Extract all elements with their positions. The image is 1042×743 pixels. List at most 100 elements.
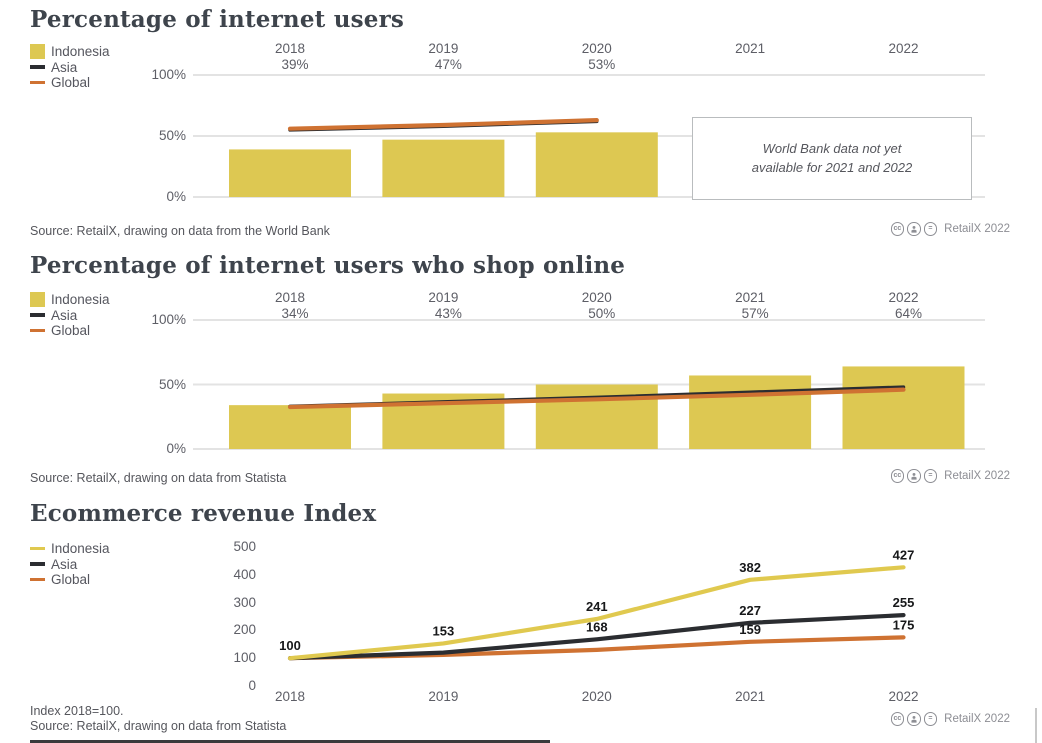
legend-label: Indonesia [51, 292, 110, 307]
category-label-2022: 2022 [888, 290, 919, 305]
legend-label: Indonesia [51, 541, 110, 556]
line-global [287, 387, 906, 410]
cc-icon: cc [890, 469, 905, 483]
legend-swatch-indonesia [30, 546, 45, 551]
legend-item-indonesia: Indonesia [30, 44, 110, 59]
legend-label: Asia [51, 59, 78, 75]
y-tick-200: 200 [233, 622, 256, 638]
category-label-2019: 2019 [428, 41, 459, 56]
data-label-global-2021: 159 [739, 622, 761, 637]
category-value-2020: 53% [588, 57, 616, 72]
legend-item-indonesia: Indonesia [30, 541, 110, 556]
cc-icon: cc [890, 712, 905, 726]
category-value-2018: 39% [281, 57, 309, 72]
legend-swatch-global [30, 80, 45, 85]
category-label-2021: 2021 [735, 41, 766, 56]
license-row-1: cc = RetailX 2022 [890, 222, 1010, 236]
legend-item-asia: Asia [30, 557, 77, 572]
category-label-2022: 2022 [888, 41, 919, 56]
license-row-2: cc = RetailX 2022 [890, 469, 1010, 483]
y-tick-400: 400 [233, 566, 256, 582]
y-tick-100%: 100% [151, 312, 186, 327]
chart-canvas-1 [193, 319, 985, 450]
license-label: RetailX 2022 [944, 222, 1010, 235]
legend-swatch-indonesia [30, 44, 45, 59]
chart-canvas-2: 100 153 241 382 427 168 227 255 159 175 [279, 547, 915, 661]
y-tick-50%: 50% [158, 128, 186, 143]
legend-label: Global [51, 572, 91, 587]
category-label-2018: 2018 [274, 41, 306, 56]
note-box: World Bank data not yet available for 20… [692, 117, 972, 200]
footnote-index: Index 2018=100. [30, 704, 124, 718]
bar-indonesia-2020 [535, 384, 658, 449]
data-label-indonesia-2021: 382 [739, 560, 761, 575]
y-tick-100: 100 [233, 650, 256, 666]
chart-title-shop-online: Percentage of internet users who shop on… [30, 252, 626, 279]
section-divider [30, 740, 550, 743]
category-value-2018: 34% [281, 306, 309, 321]
line-asia [287, 613, 906, 661]
category-value-2021: 57% [741, 306, 769, 321]
x-axis-label-2019: 2019 [428, 689, 459, 704]
legend-item-indonesia: Indonesia [30, 292, 110, 307]
category-label-2020: 2020 [581, 41, 612, 56]
bar-indonesia-2019 [382, 139, 505, 197]
data-label-indonesia-2022: 427 [893, 547, 915, 562]
source-text-statista-2: Source: RetailX, drawing on data from St… [30, 719, 287, 733]
cc-nd-icon: = [923, 469, 938, 483]
data-label-indonesia-2019: 153 [433, 623, 455, 638]
line-indonesia [287, 565, 906, 661]
legend-item-asia: Asia [30, 60, 77, 75]
source-text-statista-1: Source: RetailX, drawing on data from St… [30, 471, 287, 485]
category-label-2020: 2020 [581, 290, 612, 305]
bar-indonesia-2020 [535, 132, 658, 197]
bar-indonesia-2018 [229, 149, 351, 197]
license-label: RetailX 2022 [944, 469, 1010, 482]
x-axis-label-2020: 2020 [581, 689, 612, 704]
x-axis-label-2018: 2018 [274, 689, 306, 704]
category-value-2020: 50% [588, 306, 616, 321]
legend-label: Global [51, 323, 91, 338]
y-tick-500: 500 [233, 539, 256, 554]
note-text: World Bank data not yet available for 20… [751, 140, 913, 175]
chart-title-ecommerce-revenue: Ecommerce revenue Index [30, 500, 377, 527]
legend-swatch-global [30, 328, 45, 333]
y-tick-50%: 50% [158, 376, 186, 392]
legend-swatch-indonesia [30, 292, 45, 307]
data-label-asia-2022: 255 [893, 595, 915, 610]
legend-label: Asia [51, 556, 78, 572]
cc-nd-icon: = [923, 712, 938, 726]
legend-item-global: Global [30, 572, 90, 587]
cc-by-icon [907, 712, 921, 726]
legend-label: Indonesia [51, 44, 110, 59]
line-global [287, 118, 599, 131]
legend-item-asia: Asia [30, 308, 77, 323]
data-label-asia-2020: 168 [586, 619, 608, 634]
x-axis-label-2021: 2021 [735, 689, 766, 704]
data-label-asia-2021: 227 [739, 603, 761, 618]
license-label: RetailX 2022 [944, 712, 1010, 725]
data-label-indonesia-2020: 241 [586, 599, 608, 614]
y-tick-100%: 100% [151, 67, 186, 82]
category-label-2018: 2018 [274, 290, 306, 305]
source-text-world-bank: Source: RetailX, drawing on data from th… [30, 224, 330, 238]
legend-item-global: Global [30, 323, 90, 338]
chart-title-internet-users: Percentage of internet users [30, 6, 405, 33]
category-label-2019: 2019 [428, 290, 459, 305]
y-tick-300: 300 [233, 594, 256, 610]
y-tick-0%: 0% [166, 189, 186, 204]
legend-label: Asia [51, 307, 78, 323]
cc-by-icon [907, 222, 921, 236]
cc-by-icon [907, 469, 921, 483]
category-value-2019: 43% [434, 306, 462, 321]
y-tick-0%: 0% [166, 441, 186, 456]
cc-icon: cc [890, 222, 905, 236]
legend-item-global: Global [30, 75, 90, 90]
legend-label: Global [51, 75, 91, 90]
data-label-indonesia-2018: 100 [279, 638, 301, 653]
legend-swatch-asia [30, 65, 45, 69]
bar-indonesia-2018 [229, 405, 351, 449]
category-value-2019: 47% [434, 57, 462, 72]
category-label-2021: 2021 [735, 290, 766, 305]
